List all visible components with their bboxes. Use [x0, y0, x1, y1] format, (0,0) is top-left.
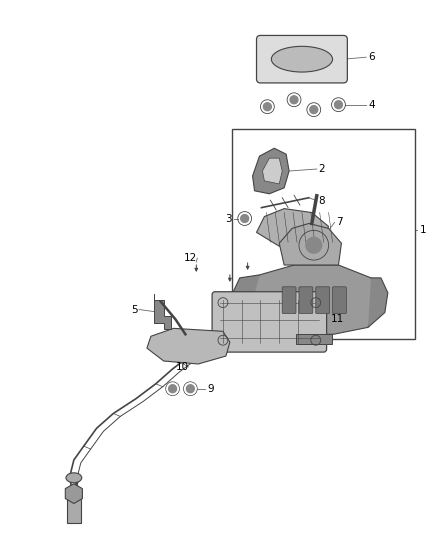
Polygon shape [253, 148, 289, 194]
Circle shape [290, 96, 298, 104]
Circle shape [241, 215, 249, 222]
Polygon shape [257, 208, 328, 250]
Text: 12: 12 [184, 253, 197, 263]
Circle shape [187, 385, 194, 393]
Polygon shape [262, 158, 282, 184]
Polygon shape [279, 223, 342, 265]
FancyBboxPatch shape [282, 287, 296, 313]
Polygon shape [368, 278, 388, 327]
Text: 3: 3 [225, 214, 232, 223]
Polygon shape [65, 484, 82, 504]
Text: 6: 6 [368, 52, 375, 62]
Text: 2: 2 [319, 164, 325, 174]
Polygon shape [154, 294, 171, 329]
FancyBboxPatch shape [332, 287, 346, 313]
Polygon shape [147, 328, 230, 364]
Circle shape [263, 103, 271, 111]
Ellipse shape [271, 46, 332, 72]
Bar [232, 130, 416, 339]
FancyBboxPatch shape [67, 494, 81, 523]
Polygon shape [296, 334, 332, 344]
Circle shape [169, 385, 177, 393]
FancyBboxPatch shape [212, 292, 327, 352]
Text: 10: 10 [176, 362, 189, 372]
Text: 5: 5 [131, 304, 138, 314]
Polygon shape [233, 275, 259, 325]
Text: 8: 8 [319, 196, 325, 206]
Circle shape [310, 106, 318, 114]
Text: 4: 4 [368, 100, 375, 110]
Ellipse shape [66, 473, 82, 483]
Text: 9: 9 [207, 384, 214, 394]
Text: 11: 11 [331, 314, 344, 325]
Polygon shape [243, 265, 378, 334]
Circle shape [306, 237, 321, 253]
Circle shape [335, 101, 343, 109]
Text: 1: 1 [420, 225, 426, 236]
FancyBboxPatch shape [299, 287, 313, 313]
Text: 7: 7 [336, 217, 343, 228]
FancyBboxPatch shape [316, 287, 329, 313]
FancyBboxPatch shape [257, 35, 347, 83]
